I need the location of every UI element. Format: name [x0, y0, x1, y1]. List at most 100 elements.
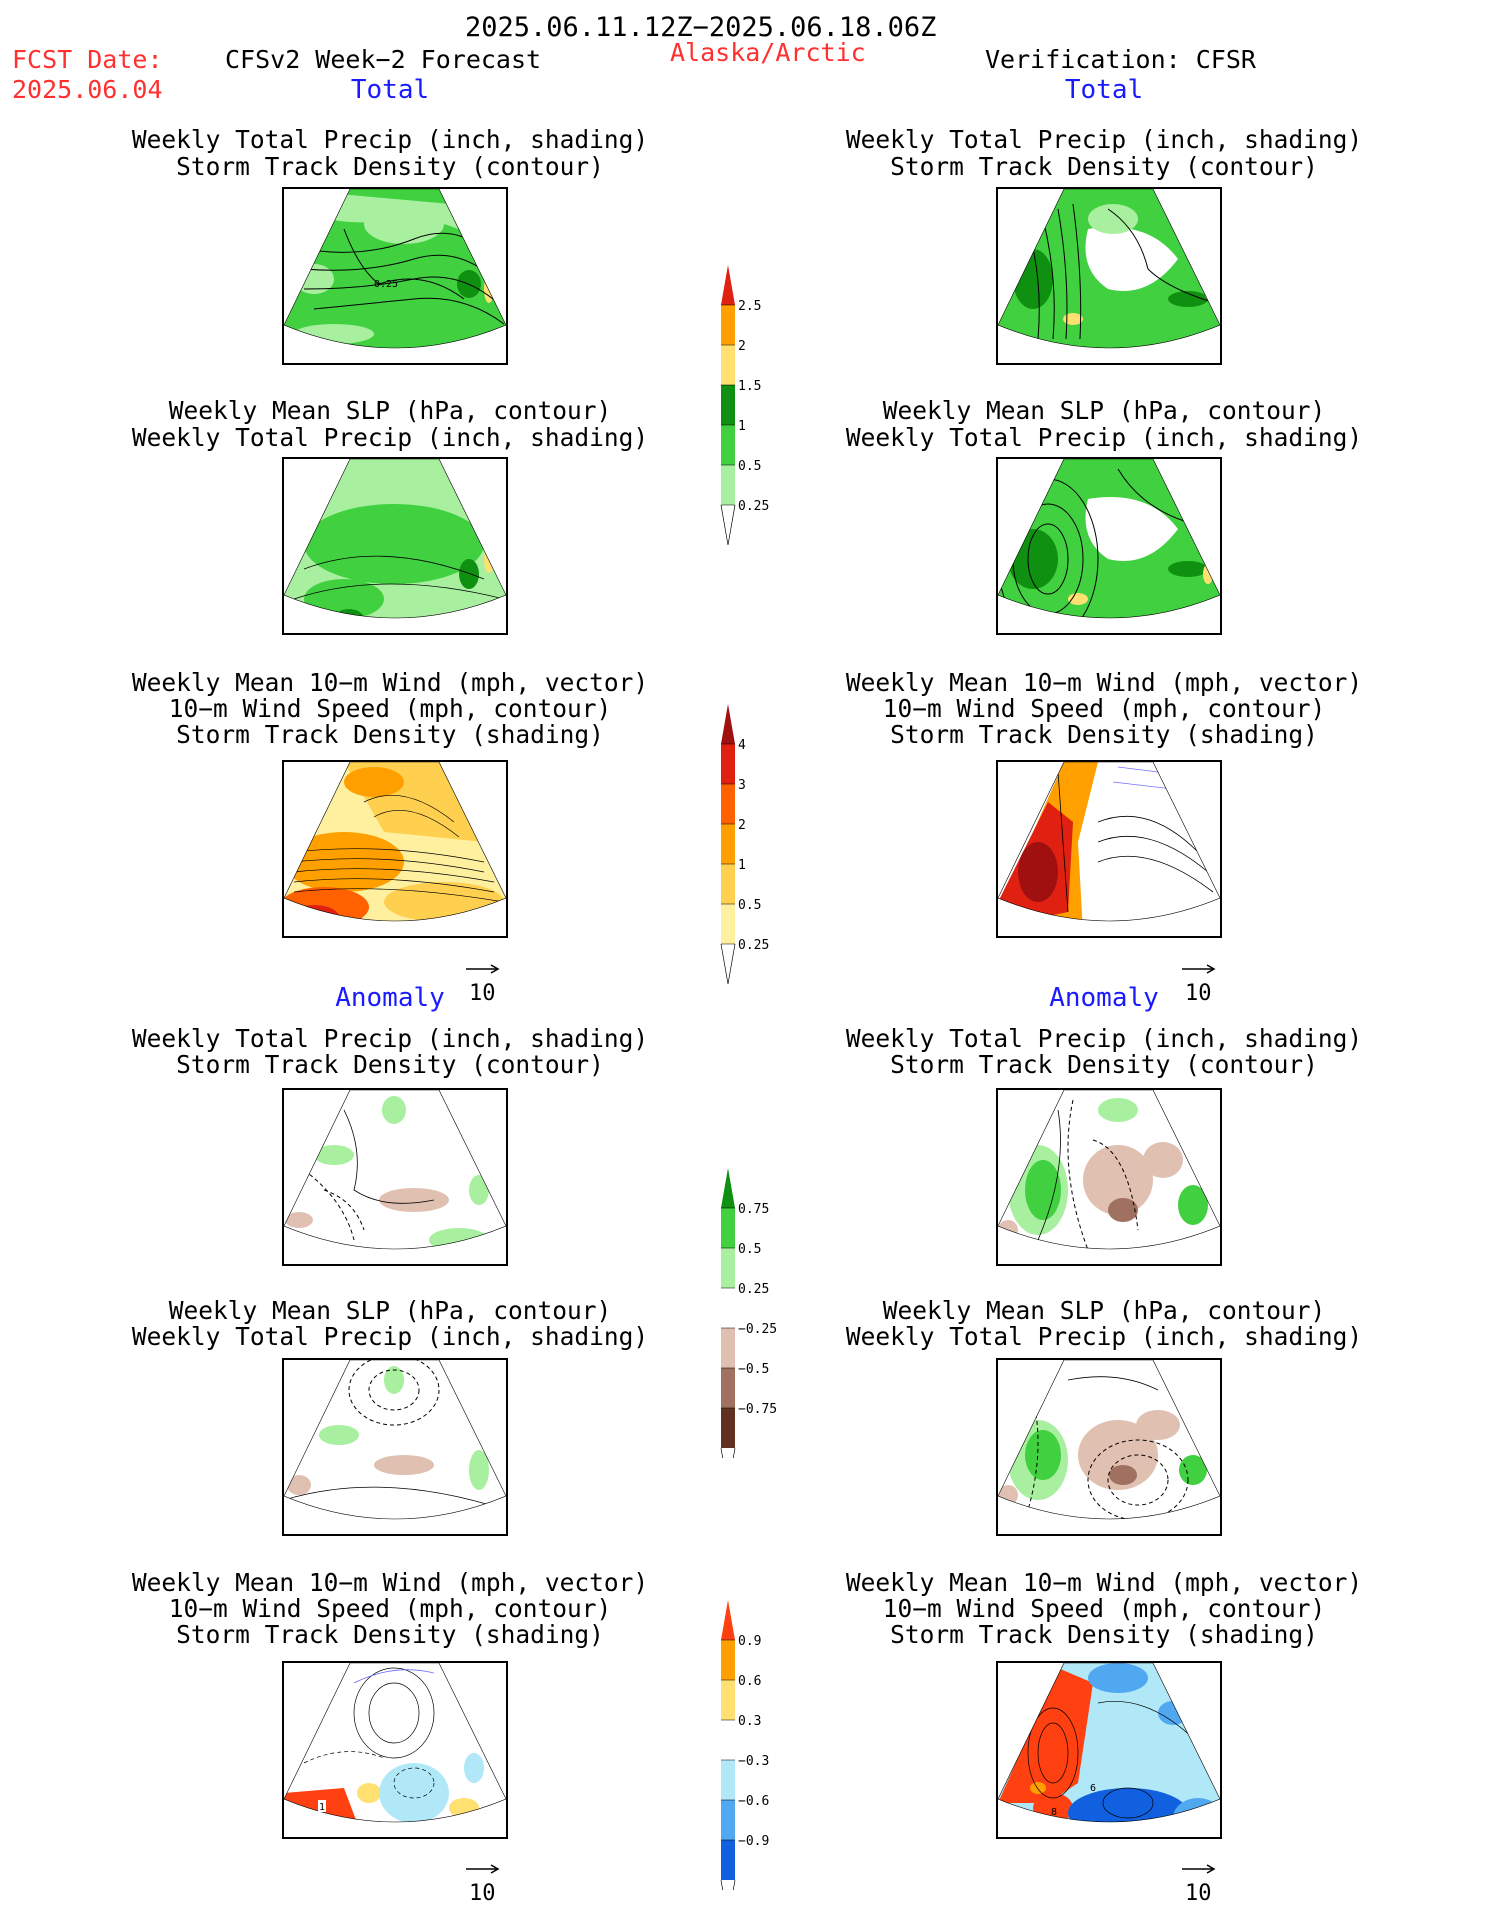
colorbar-label: −0.9 [738, 1834, 769, 1849]
title-r2-b: Weekly Total Precip (inch, shading) [845, 423, 1363, 452]
colorbar-label: −0.75 [738, 1402, 777, 1417]
fcst-date-label: FCST Date: [12, 45, 163, 74]
colorbar-label: 3 [738, 778, 746, 793]
title-r3-b: 10−m Wind Speed (mph, contour) [882, 694, 1326, 723]
contour-label: 0.25 [374, 279, 398, 290]
colorbar-bottom-cap [720, 504, 736, 546]
title-l3-b: 10−m Wind Speed (mph, contour) [168, 694, 612, 723]
colorbar-label: 0.5 [738, 898, 761, 913]
colorbar-bottom-cap [720, 943, 736, 985]
title-r1-b: Storm Track Density (contour) [890, 152, 1318, 181]
colorbar-segment [721, 904, 735, 944]
title-l6-b: 10−m Wind Speed (mph, contour) [168, 1594, 612, 1623]
colorbar-label: 0.25 [738, 938, 769, 953]
colorbar-storm-total: 4 3 2 1 0.5 0.25 [720, 704, 769, 985]
colorbar-segment [721, 1208, 735, 1248]
map-anom-precip-storm-verification [996, 1088, 1222, 1266]
colorbar-label: 4 [738, 738, 746, 753]
title-l5-a: Weekly Mean SLP (hPa, contour) [168, 1296, 612, 1325]
colorbar-label: 0.9 [738, 1634, 761, 1649]
colorbar-bottom-cap [720, 1447, 736, 1458]
valid-period: 2025.06.11.12Z−2025.06.18.06Z [465, 12, 937, 43]
vector-ref-label: 10 [469, 1881, 496, 1906]
arrow-right-icon [1182, 964, 1216, 974]
contour-label: 6 [1090, 1783, 1096, 1794]
vector-ref-l6: 10 [465, 1856, 501, 1906]
title-l1-a: Weekly Total Precip (inch, shading) [131, 125, 649, 154]
title-l2-a: Weekly Mean SLP (hPa, contour) [168, 396, 612, 425]
vector-ref-l3: 10 [465, 956, 501, 1006]
title-l2-b: Weekly Total Precip (inch, shading) [131, 423, 649, 452]
title-r3-a: Weekly Mean 10−m Wind (mph, vector) [845, 668, 1363, 697]
colorbar-label: 0.6 [738, 1674, 761, 1689]
colorbar-top-cap [721, 704, 735, 744]
colorbar-segment [721, 305, 735, 345]
map-anom-slp-precip-verification [996, 1358, 1222, 1536]
colorbar-label: 1 [738, 858, 746, 873]
vector-ref-label: 10 [1185, 981, 1212, 1006]
model-title: CFSv2 Week−2 Forecast [225, 45, 542, 74]
colorbar-segment [721, 1800, 735, 1840]
colorbar-segment [721, 385, 735, 425]
colorbar-top-cap [721, 1168, 735, 1208]
arrow-right-icon [466, 964, 500, 974]
map-total-slp-precip-forecast [282, 457, 508, 635]
colorbar-label: 0.3 [738, 1714, 761, 1729]
colorbar-precip-total: 2.5 2 1.5 1 0.5 0.25 [720, 265, 769, 546]
contour-label: 8 [1051, 1807, 1057, 1818]
title-r6-c: Storm Track Density (shading) [890, 1620, 1318, 1649]
colorbar-label: 0.25 [738, 499, 769, 514]
title-l4-b: Storm Track Density (contour) [176, 1050, 604, 1079]
colorbar-precip-anom: 0.75 0.5 0.25 −0.25 −0.5 −0.75 [720, 1168, 777, 1458]
fcst-date-value: 2025.06.04 [12, 75, 163, 104]
vector-ref-label: 10 [1185, 1881, 1212, 1906]
colorbar-label: 0.5 [738, 459, 761, 474]
vector-ref-r3: 10 [1181, 956, 1217, 1006]
colorbar-label: −0.6 [738, 1794, 769, 1809]
title-l6-a: Weekly Mean 10−m Wind (mph, vector) [131, 1568, 649, 1597]
section-total-right: Total [1064, 75, 1144, 105]
title-r6-b: 10−m Wind Speed (mph, contour) [882, 1594, 1326, 1623]
vector-ref-r6: 10 [1181, 1856, 1217, 1906]
region-title: Alaska/Arctic [670, 38, 866, 67]
vector-ref-label: 10 [469, 981, 496, 1006]
colorbar-label: 2 [738, 818, 746, 833]
map-anom-wind-storm-forecast: 1 [282, 1661, 508, 1839]
section-anomaly-right: Anomaly [1049, 983, 1159, 1013]
colorbar-segment [721, 784, 735, 824]
colorbar-label: 1.5 [738, 379, 761, 394]
colorbar-top-cap [721, 1600, 735, 1640]
map-total-precip-storm-verification [996, 187, 1222, 365]
title-r5-a: Weekly Mean SLP (hPa, contour) [882, 1296, 1326, 1325]
map-total-slp-precip-verification [996, 457, 1222, 635]
title-r2-a: Weekly Mean SLP (hPa, contour) [882, 396, 1326, 425]
title-r1-a: Weekly Total Precip (inch, shading) [845, 125, 1363, 154]
colorbar-segment [721, 1408, 735, 1448]
colorbar-label: 2 [738, 339, 746, 354]
title-r4-b: Storm Track Density (contour) [890, 1050, 1318, 1079]
section-anomaly-left: Anomaly [335, 983, 445, 1013]
title-l3-c: Storm Track Density (shading) [176, 720, 604, 749]
title-l4-a: Weekly Total Precip (inch, shading) [131, 1024, 649, 1053]
colorbar-segment [721, 425, 735, 465]
title-l3-a: Weekly Mean 10−m Wind (mph, vector) [131, 668, 649, 697]
section-total-left: Total [350, 75, 430, 105]
colorbar-segment [721, 1720, 735, 1760]
colorbar-segment [721, 1640, 735, 1680]
map-anom-slp-precip-forecast [282, 1358, 508, 1536]
verification-title: Verification: CFSR [985, 45, 1256, 74]
colorbar-bottom-cap [720, 1879, 736, 1890]
colorbar-label: 0.25 [738, 1282, 769, 1297]
colorbar-segment [721, 1760, 735, 1800]
colorbar-label: −0.3 [738, 1754, 769, 1769]
title-l6-c: Storm Track Density (shading) [176, 1620, 604, 1649]
title-r4-a: Weekly Total Precip (inch, shading) [845, 1024, 1363, 1053]
title-r6-a: Weekly Mean 10−m Wind (mph, vector) [845, 1568, 1363, 1597]
colorbar-segment [721, 1248, 735, 1288]
colorbar-segment [721, 345, 735, 385]
colorbar-segment [721, 824, 735, 864]
colorbar-label: −0.5 [738, 1362, 769, 1377]
map-total-wind-storm-forecast [282, 760, 508, 938]
colorbar-segment [721, 864, 735, 904]
colorbar-segment [721, 1288, 735, 1328]
